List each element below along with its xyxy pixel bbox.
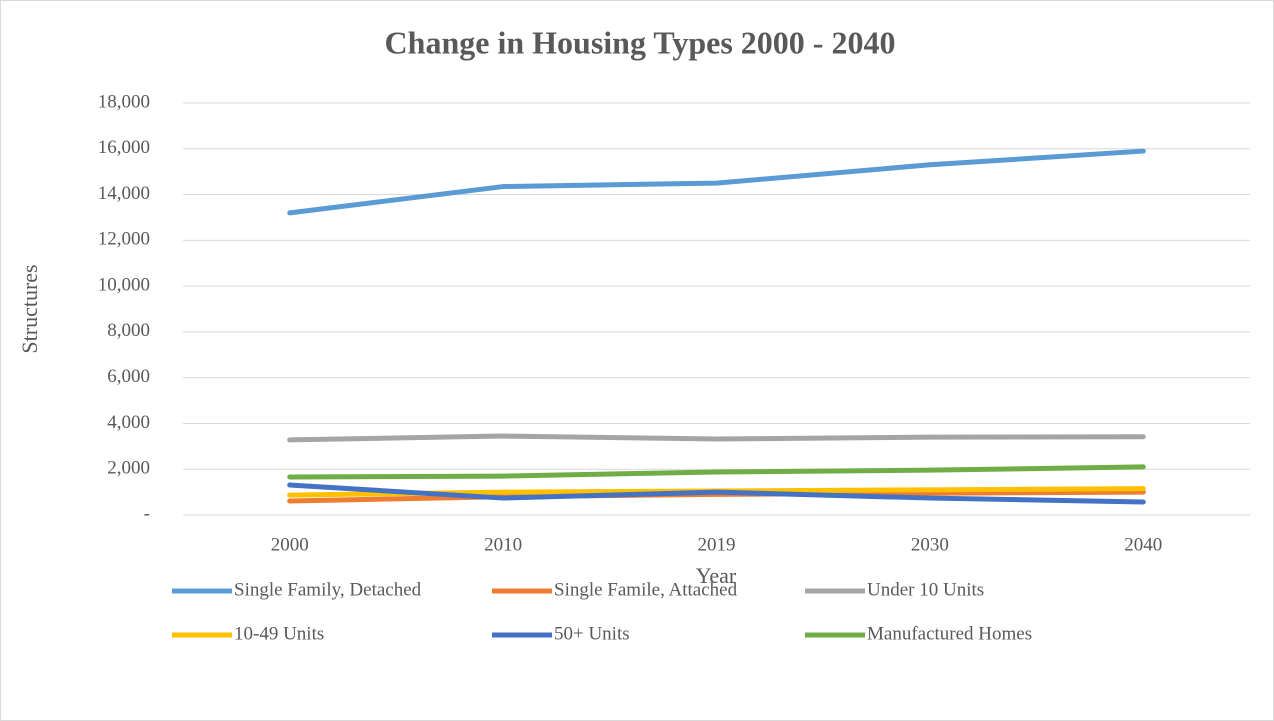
legend-label: Single Famile, Attached (554, 579, 738, 600)
x-tick-label: 2000 (271, 534, 309, 555)
y-tick-label: 18,000 (98, 91, 150, 112)
y-tick-label: 2,000 (107, 458, 150, 479)
chart-title: Change in Housing Types 2000 - 2040 (385, 24, 896, 60)
series-line (287, 464, 1146, 480)
y-tick-label: 8,000 (107, 320, 150, 341)
y-tick-label: 12,000 (98, 229, 150, 250)
y-tick-label: 6,000 (107, 366, 150, 387)
legend-label: 50+ Units (554, 623, 630, 644)
x-tick-label: 2040 (1124, 534, 1162, 555)
x-tick-label: 2010 (484, 534, 522, 555)
y-tick-label: 14,000 (98, 183, 150, 204)
y-axis-title: Structures (17, 264, 42, 353)
y-tick-label: - (144, 503, 150, 524)
legend-label: Single Family, Detached (234, 579, 422, 600)
series-line (287, 482, 1146, 505)
series-line (287, 148, 1146, 216)
series-line (287, 433, 1146, 443)
legend-label: 10-49 Units (234, 623, 324, 644)
y-tick-label: 16,000 (98, 137, 150, 158)
y-tick-label: 10,000 (98, 274, 150, 295)
y-tick-label: 4,000 (107, 412, 150, 433)
x-axis-title: Year (696, 563, 737, 588)
x-tick-label: 2030 (911, 534, 949, 555)
legend-label: Manufactured Homes (867, 623, 1032, 644)
legend-label: Under 10 Units (867, 579, 984, 600)
x-tick-label: 2019 (698, 534, 736, 555)
